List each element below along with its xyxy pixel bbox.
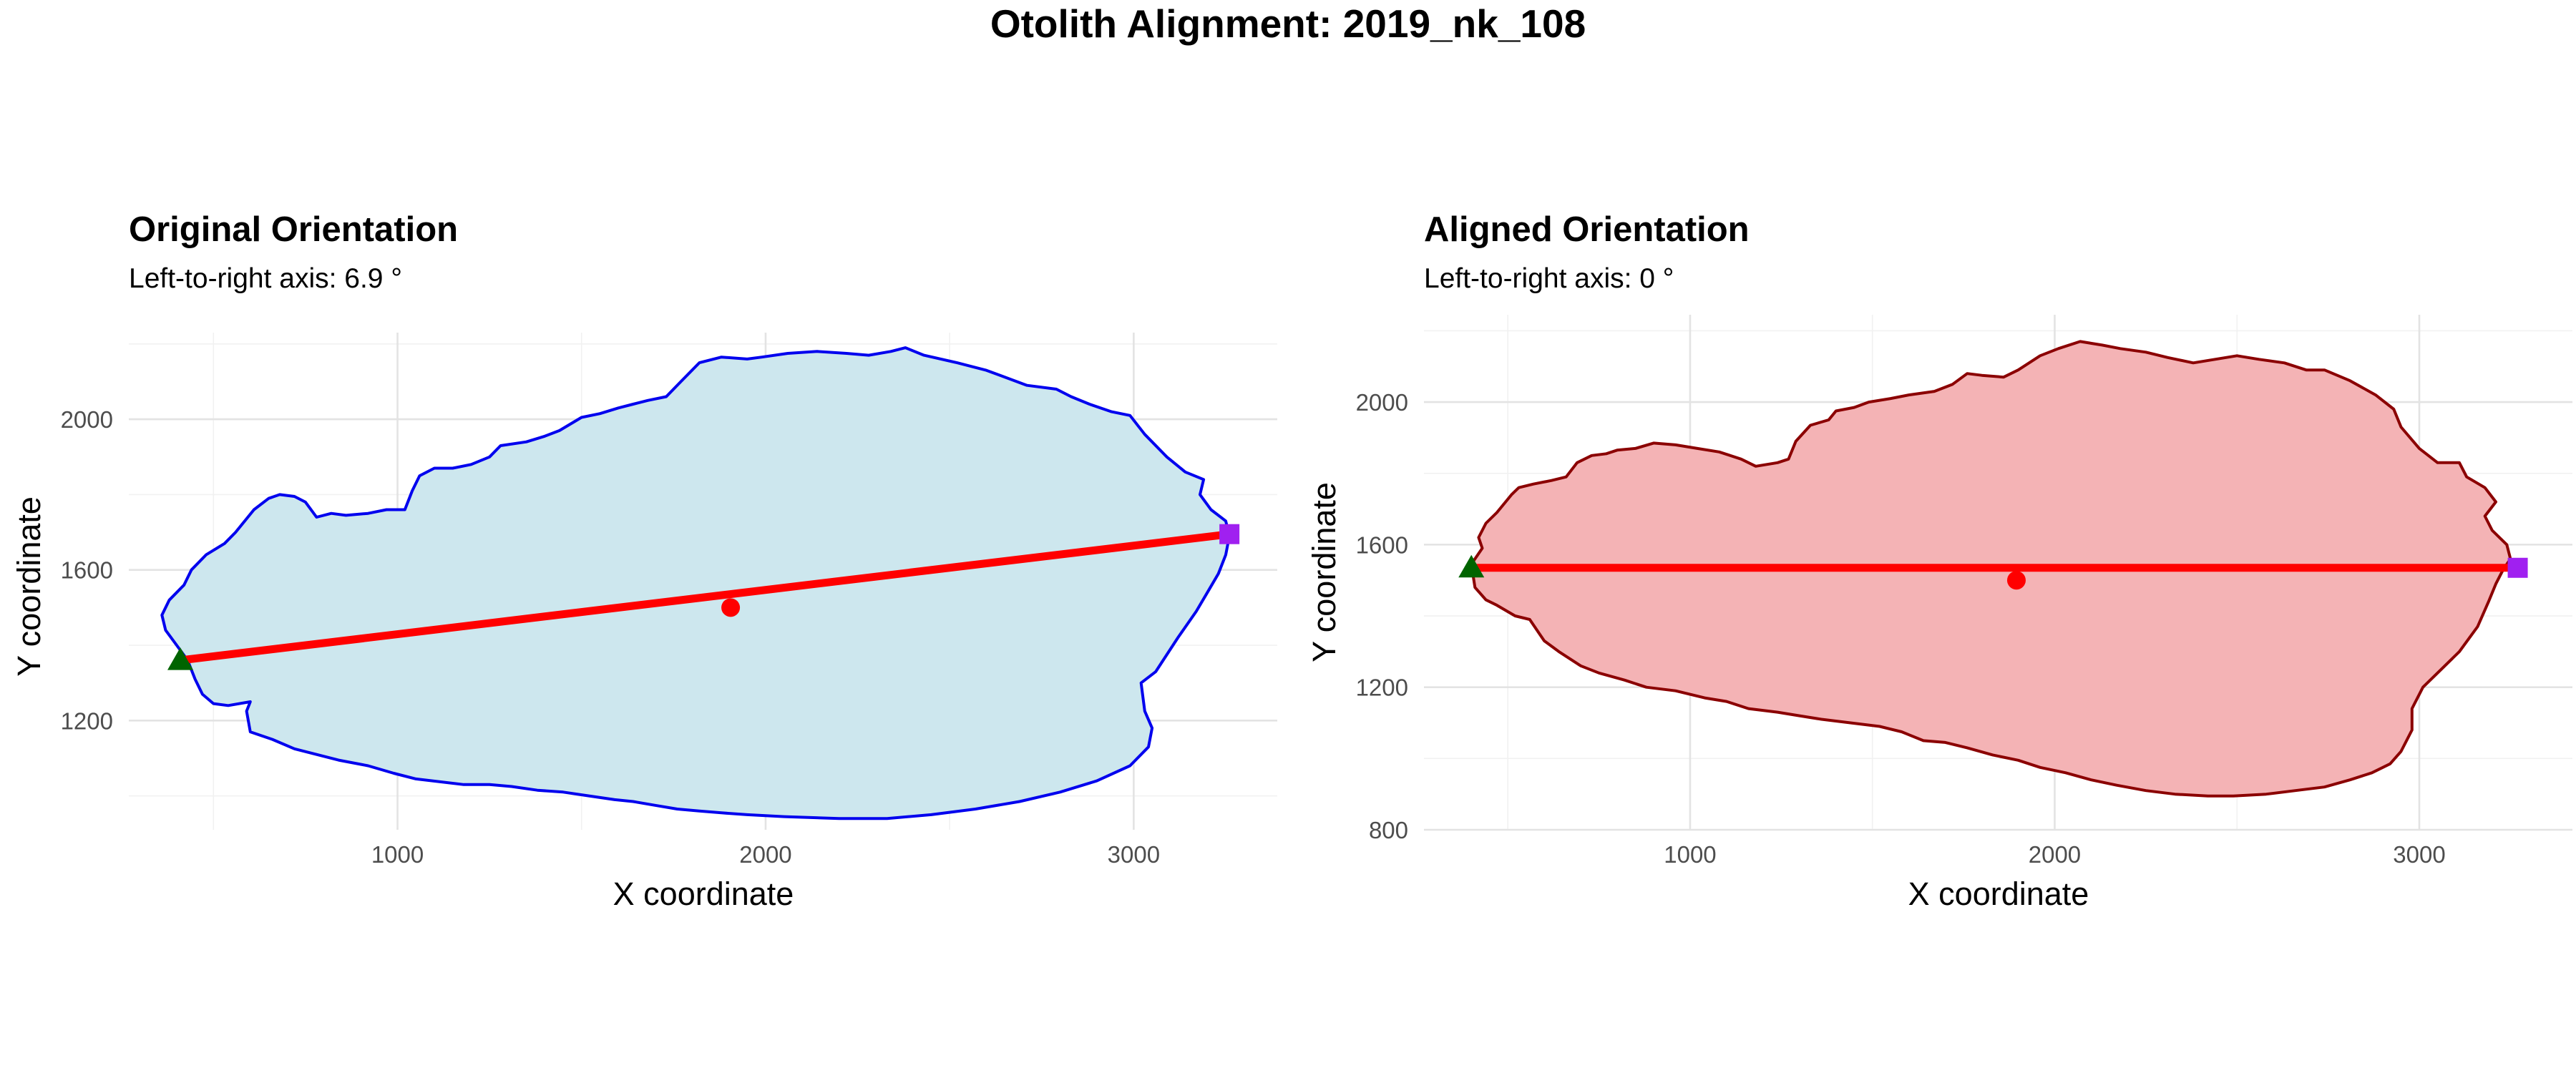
right-landmark-marker [1219, 524, 1240, 544]
panel-aligned-title: Aligned Orientation [1424, 210, 1750, 249]
right-landmark-marker [2507, 557, 2528, 578]
panel-original-xlabel: X coordinate [613, 876, 794, 912]
y-tick-label: 1200 [1356, 675, 1408, 701]
left-landmark-marker [1458, 554, 1485, 578]
panel-original-subtitle: Left-to-right axis: 6.9 ° [129, 263, 402, 294]
left-right-axis-line [180, 530, 1230, 665]
panel-aligned: Aligned Orientation Left-to-right axis: … [1306, 210, 2572, 912]
panel-original-title: Original Orientation [129, 210, 458, 249]
panel-original-ylabel: Y coordinate [11, 496, 47, 677]
x-tick-label: 3000 [1108, 841, 1160, 868]
x-tick-label: 2000 [739, 841, 791, 868]
centroid-point [2006, 571, 2026, 590]
y-tick-label: 800 [1369, 817, 1408, 843]
y-tick-label: 1200 [61, 707, 113, 734]
panel-aligned-ylabel: Y coordinate [1306, 482, 1342, 662]
y-tick-label: 2000 [61, 406, 113, 433]
panel-aligned-subtitle: Left-to-right axis: 0 ° [1424, 263, 1674, 294]
x-tick-label: 3000 [2393, 841, 2445, 868]
panel-original: Original Orientation Left-to-right axis:… [11, 210, 1277, 912]
x-tick-label: 1000 [1664, 841, 1716, 868]
y-tick-label: 1600 [1356, 531, 1408, 558]
y-tick-label: 1600 [61, 557, 113, 584]
left-landmark-marker [167, 647, 194, 670]
x-tick-label: 2000 [2029, 841, 2081, 868]
centroid-point [721, 598, 741, 617]
x-tick-label: 1000 [371, 841, 424, 868]
panel-aligned-xlabel: X coordinate [1908, 876, 2089, 912]
otolith-outline [160, 346, 1231, 820]
y-tick-label: 2000 [1356, 389, 1408, 416]
plot-area-aligned: 1000 2000 3000 800 1200 1600 2000 [1356, 315, 2572, 868]
plot-area-original: 1000 2000 3000 1200 1600 2000 [61, 333, 1277, 868]
figure-title: Otolith Alignment: 2019_nk_108 [990, 1, 1586, 46]
